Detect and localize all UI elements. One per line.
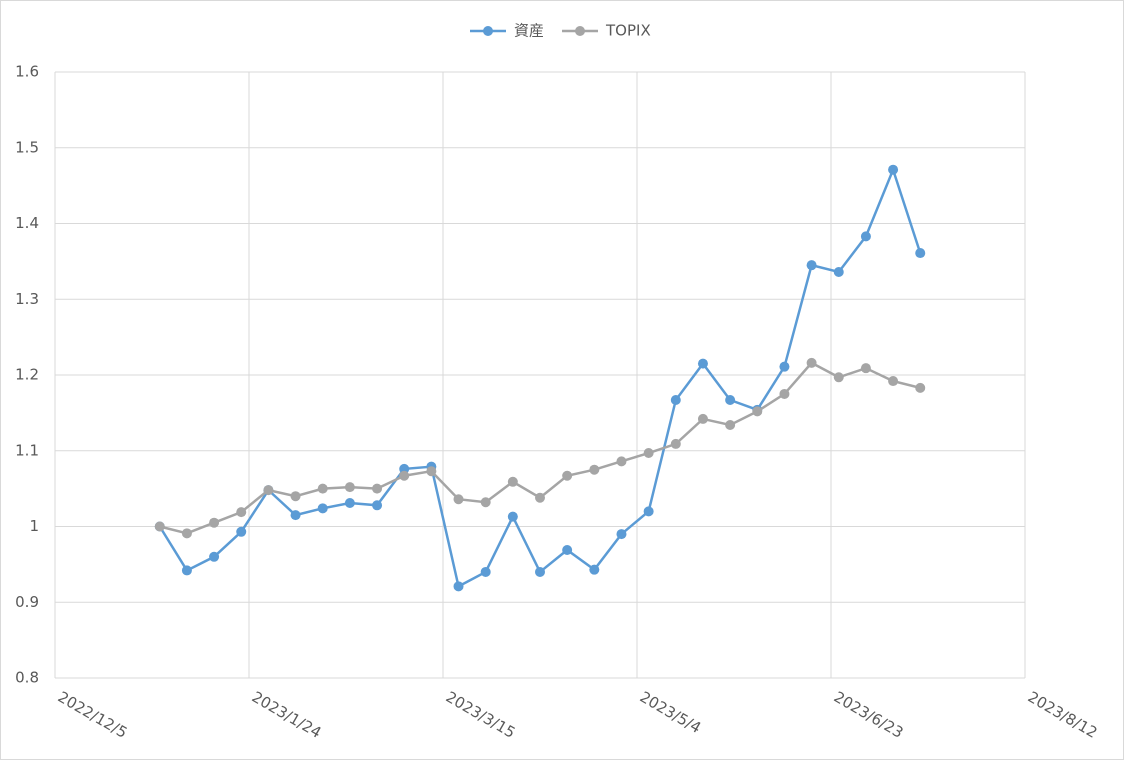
data-point	[915, 382, 926, 393]
data-point	[806, 260, 817, 271]
data-point	[888, 376, 899, 387]
data-point	[154, 521, 165, 532]
data-point	[888, 164, 899, 175]
data-point	[209, 517, 220, 528]
y-tick-label: 1.3	[15, 290, 39, 308]
data-point	[344, 482, 355, 493]
y-tick-label: 1.2	[15, 366, 39, 384]
data-point	[290, 491, 301, 502]
data-point	[779, 388, 790, 399]
data-point	[643, 448, 654, 459]
data-point	[779, 361, 790, 372]
data-point	[860, 231, 871, 242]
y-tick-label: 1.4	[15, 214, 39, 232]
data-point	[453, 581, 464, 592]
data-point	[480, 566, 491, 577]
data-point	[535, 492, 545, 503]
data-point	[697, 358, 708, 369]
data-point	[236, 507, 247, 518]
data-point	[317, 503, 328, 514]
data-point	[317, 483, 328, 494]
data-point	[399, 470, 410, 481]
y-tick-label: 0.8	[15, 669, 39, 687]
legend-marker	[575, 26, 586, 36]
data-point	[181, 565, 192, 576]
data-point	[697, 413, 708, 424]
data-point	[670, 394, 681, 405]
data-point	[181, 528, 192, 539]
y-tick-label: 1.5	[15, 138, 39, 156]
data-point	[290, 510, 301, 521]
data-point	[589, 564, 600, 575]
data-point	[725, 394, 736, 405]
data-point	[643, 506, 654, 517]
data-point	[426, 466, 437, 477]
data-point	[507, 476, 518, 487]
data-point	[453, 494, 464, 505]
data-point	[372, 500, 383, 511]
y-tick-label: 1	[29, 517, 39, 535]
data-point	[670, 438, 681, 449]
legend-label: 資産	[514, 22, 544, 40]
y-tick-label: 1.1	[15, 441, 39, 459]
data-point	[589, 464, 600, 475]
data-point	[806, 357, 817, 368]
data-point	[562, 544, 573, 555]
data-point	[616, 456, 627, 467]
data-point	[562, 470, 573, 481]
data-point	[833, 266, 844, 277]
data-point	[833, 372, 844, 383]
data-point	[209, 551, 220, 562]
data-point	[616, 529, 627, 540]
y-tick-label: 1.6	[15, 63, 39, 81]
data-point	[725, 419, 736, 430]
data-point	[344, 498, 355, 509]
data-point	[263, 485, 274, 496]
data-point	[752, 406, 763, 417]
legend: 資産 TOPIX	[470, 22, 651, 40]
data-point	[860, 363, 871, 374]
legend-label: TOPIX	[605, 22, 651, 40]
data-point	[915, 248, 926, 259]
legend-marker	[483, 26, 493, 36]
data-point	[535, 566, 545, 577]
y-tick-label: 0.9	[15, 593, 39, 611]
data-point	[480, 497, 491, 508]
data-point	[507, 511, 518, 522]
data-point	[372, 483, 383, 494]
data-point	[236, 526, 247, 537]
